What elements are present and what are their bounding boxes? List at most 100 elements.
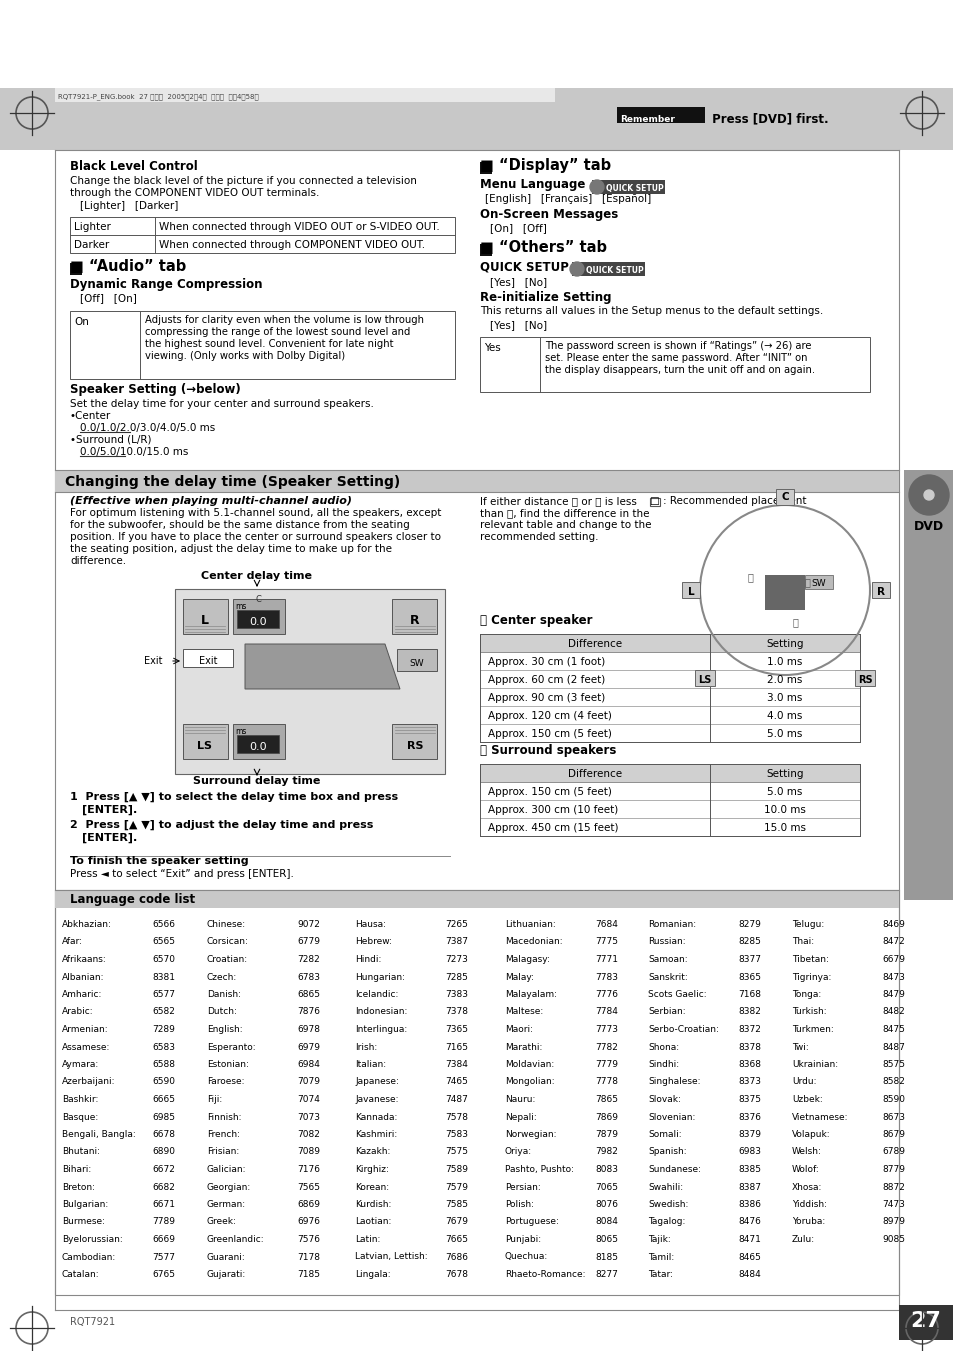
Text: 7265: 7265 (444, 920, 467, 929)
Text: 27: 27 (909, 1310, 941, 1331)
Text: Breton:: Breton: (62, 1182, 95, 1192)
Text: Malagasy:: Malagasy: (504, 955, 549, 965)
Text: 6985: 6985 (152, 1112, 174, 1121)
Text: Approx. 300 cm (10 feet): Approx. 300 cm (10 feet) (488, 805, 618, 815)
Text: Setting: Setting (765, 639, 803, 648)
Text: Bengali, Bangla:: Bengali, Bangla: (62, 1129, 135, 1139)
Text: 1.0 ms: 1.0 ms (766, 657, 801, 667)
Text: 6765: 6765 (152, 1270, 174, 1279)
Text: Bashkir:: Bashkir: (62, 1096, 98, 1104)
Text: Lighter: Lighter (74, 222, 111, 232)
Text: Speaker Setting (→below): Speaker Setting (→below) (70, 382, 240, 396)
Text: 6869: 6869 (296, 1200, 319, 1209)
Text: [Lighter]   [Darker]: [Lighter] [Darker] (80, 201, 178, 211)
Text: Tigrinya:: Tigrinya: (791, 973, 830, 981)
Text: 7176: 7176 (296, 1165, 319, 1174)
Text: 7273: 7273 (444, 955, 467, 965)
Text: Tibetan:: Tibetan: (791, 955, 828, 965)
Text: 7577: 7577 (152, 1252, 174, 1262)
Text: 7576: 7576 (296, 1235, 319, 1244)
Text: Lithuanian:: Lithuanian: (504, 920, 556, 929)
Text: Czech:: Czech: (207, 973, 237, 981)
Text: 6979: 6979 (296, 1043, 319, 1051)
Text: Kannada:: Kannada: (355, 1112, 397, 1121)
Text: 6978: 6978 (296, 1025, 319, 1034)
Text: Basque:: Basque: (62, 1112, 98, 1121)
Text: 8476: 8476 (738, 1217, 760, 1227)
Text: Fiji:: Fiji: (207, 1096, 222, 1104)
Text: Exit: Exit (144, 657, 163, 666)
Text: Latvian, Lettish:: Latvian, Lettish: (355, 1252, 427, 1262)
Bar (55, 890, 898, 908)
Text: Scots Gaelic:: Scots Gaelic: (647, 990, 706, 998)
Text: Interlingua:: Interlingua: (355, 1025, 407, 1034)
Bar (392, 598, 436, 634)
Text: Press ◄ to select “Exit” and press [ENTER].: Press ◄ to select “Exit” and press [ENTE… (70, 869, 294, 880)
Text: When connected through VIDEO OUT or S-VIDEO OUT.: When connected through VIDEO OUT or S-VI… (159, 222, 439, 232)
Text: Slovenian:: Slovenian: (647, 1112, 695, 1121)
Text: Byelorussian:: Byelorussian: (62, 1235, 123, 1244)
Text: 6789: 6789 (882, 1147, 904, 1156)
Text: For optimum listening with 5.1-channel sound, all the speakers, except: For optimum listening with 5.1-channel s… (70, 508, 441, 517)
Text: 1  Press [▲ ▼] to select the delay time box and press: 1 Press [▲ ▼] to select the delay time b… (70, 792, 397, 802)
Text: 5.0 ms: 5.0 ms (766, 730, 801, 739)
Text: 8979: 8979 (882, 1217, 904, 1227)
Bar (183, 598, 228, 634)
Text: 8475: 8475 (882, 1025, 904, 1034)
Text: Sanskrit:: Sanskrit: (647, 973, 687, 981)
Bar (479, 162, 492, 174)
Text: 6865: 6865 (296, 990, 319, 998)
Text: Oriya:: Oriya: (504, 1147, 532, 1156)
Text: RQT7921: RQT7921 (70, 1317, 115, 1327)
Text: Korean:: Korean: (355, 1182, 389, 1192)
Text: the display disappears, turn the unit off and on again.: the display disappears, turn the unit of… (544, 365, 814, 376)
Text: Punjabi:: Punjabi: (504, 1235, 540, 1244)
Text: This returns all values in the Setup menus to the default settings.: This returns all values in the Setup men… (479, 305, 822, 316)
Text: When connected through COMPONENT VIDEO OUT.: When connected through COMPONENT VIDEO O… (159, 240, 425, 250)
Text: Dynamic Range Compression: Dynamic Range Compression (70, 278, 262, 290)
Text: DVD: DVD (913, 520, 943, 534)
Text: 8185: 8185 (595, 1252, 618, 1262)
Text: 3.0 ms: 3.0 ms (766, 693, 801, 703)
Text: 7082: 7082 (296, 1129, 319, 1139)
Text: Arabic:: Arabic: (62, 1008, 93, 1016)
Text: Shona:: Shona: (647, 1043, 679, 1051)
Text: Center delay time: Center delay time (201, 571, 313, 581)
Text: compressing the range of the lowest sound level and: compressing the range of the lowest soun… (145, 327, 410, 336)
Text: 8484: 8484 (738, 1270, 760, 1279)
Text: Greenlandic:: Greenlandic: (207, 1235, 264, 1244)
Text: Approx. 60 cm (2 feet): Approx. 60 cm (2 feet) (488, 676, 604, 685)
Bar (174, 589, 444, 774)
Text: 7869: 7869 (595, 1112, 618, 1121)
Text: Hebrew:: Hebrew: (355, 938, 392, 947)
Text: Wolof:: Wolof: (791, 1165, 819, 1174)
Text: 7089: 7089 (296, 1147, 319, 1156)
Text: Marathi:: Marathi: (504, 1043, 542, 1051)
Text: 7585: 7585 (444, 1200, 468, 1209)
Text: Approx. 450 cm (15 feet): Approx. 450 cm (15 feet) (488, 823, 618, 834)
Text: 7168: 7168 (738, 990, 760, 998)
Text: 8575: 8575 (882, 1061, 904, 1069)
Text: Approx. 120 cm (4 feet): Approx. 120 cm (4 feet) (488, 711, 611, 721)
Bar (479, 765, 859, 782)
Text: 7579: 7579 (444, 1182, 468, 1192)
Text: Armenian:: Armenian: (62, 1025, 109, 1034)
Text: 7578: 7578 (444, 1112, 468, 1121)
Text: Ⓒ: Ⓒ (803, 577, 809, 586)
Bar (804, 576, 832, 589)
Text: Albanian:: Albanian: (62, 973, 105, 981)
Text: 6678: 6678 (152, 1129, 174, 1139)
Text: The password screen is shown if “Ratings” (→ 26) are: The password screen is shown if “Ratings… (544, 340, 811, 351)
Text: Abkhazian:: Abkhazian: (62, 920, 112, 929)
Text: Azerbaijani:: Azerbaijani: (62, 1078, 115, 1086)
Text: 8479: 8479 (882, 990, 904, 998)
Text: [English]   [Français]   [Español]: [English] [Français] [Español] (484, 195, 651, 204)
Text: Xhosa:: Xhosa: (791, 1182, 821, 1192)
Text: Frisian:: Frisian: (207, 1147, 239, 1156)
Text: Irish:: Irish: (355, 1043, 376, 1051)
Bar (592, 180, 664, 195)
Text: 7365: 7365 (444, 1025, 468, 1034)
Bar (854, 670, 874, 686)
Text: L: L (687, 586, 694, 597)
Bar (233, 724, 285, 759)
